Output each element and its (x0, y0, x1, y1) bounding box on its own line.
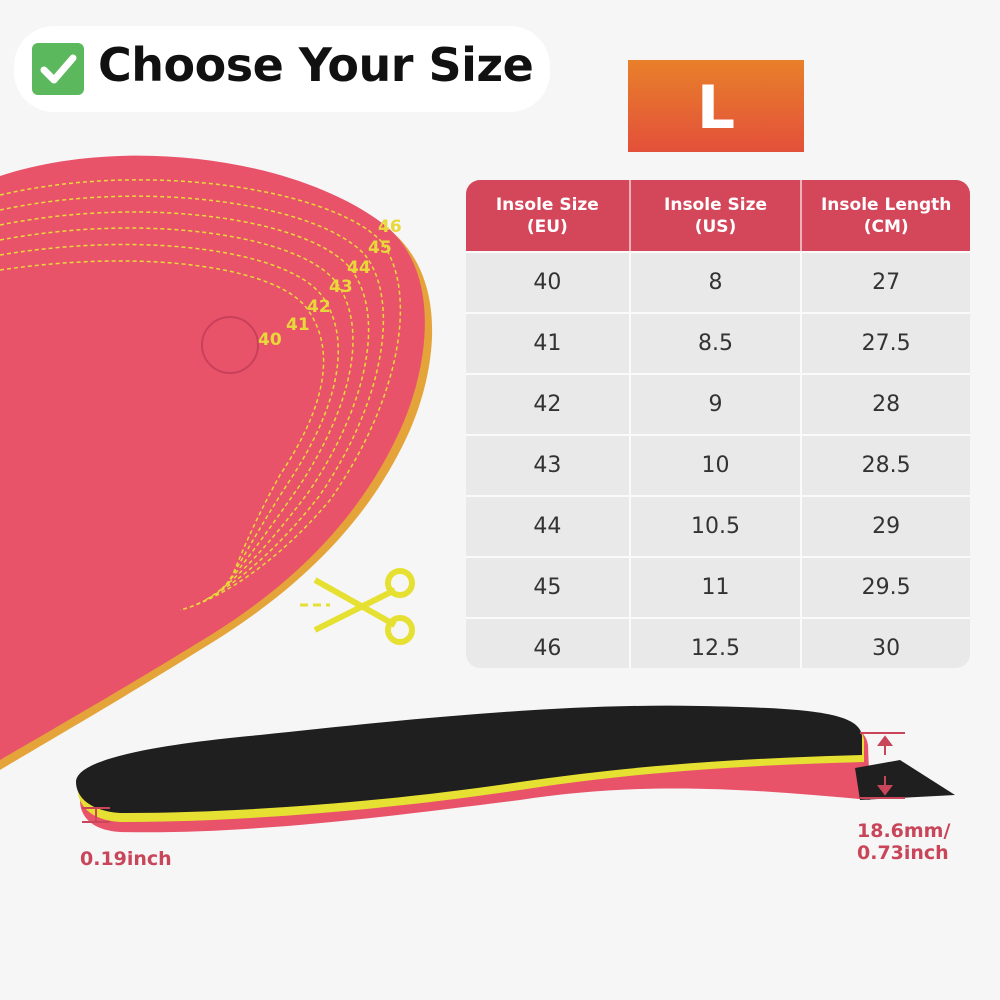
column-header-us: Insole Size (US) (631, 180, 803, 251)
table-row: 43 10 28.5 (466, 434, 970, 495)
table-row: 41 8.5 27.5 (466, 312, 970, 373)
table-cell: 30 (872, 636, 901, 661)
table-cell: 10 (631, 436, 803, 495)
table-row: 44 10.5 29 (466, 495, 970, 556)
size-table: Insole Size (EU) Insole Size (US) Insole… (466, 180, 970, 668)
table-cell: 8 (631, 253, 803, 312)
table-cell: 43 (466, 436, 631, 495)
page-title: Choose Your Size (98, 38, 534, 92)
scissors-icon (300, 568, 415, 645)
table-cell: 28.5 (861, 453, 911, 478)
table-cell: 27.5 (861, 331, 911, 356)
table-row: 40 8 27 (466, 251, 970, 312)
logo-emboss-icon (201, 316, 259, 374)
table-cell: 12.5 (631, 619, 803, 668)
table-cell: 28 (872, 392, 901, 417)
table-header: Insole Size (EU) Insole Size (US) Insole… (466, 180, 970, 251)
table-cell: 46 (466, 619, 631, 668)
table-row: 46 12.5 30 (466, 617, 970, 668)
column-header-length: Insole Length (CM) (820, 194, 952, 237)
table-cell: 10.5 (631, 497, 803, 556)
table-cell: 41 (466, 314, 631, 373)
table-cell: 27 (872, 270, 901, 295)
title-banner (14, 26, 550, 112)
table-cell: 29.5 (861, 575, 911, 600)
check-mark-icon (32, 43, 84, 95)
size-badge: L (628, 60, 804, 152)
table-cell: 45 (466, 558, 631, 617)
svg-text:42: 42 (307, 297, 331, 317)
heel-thickness-label: 18.6mm/ 0.73inch (857, 820, 951, 864)
column-header-eu: Insole Size (EU) (466, 180, 631, 251)
trim-line-labels: 40 41 42 43 44 45 46 (258, 217, 402, 350)
table-cell: 40 (466, 253, 631, 312)
table-row: 42 9 28 (466, 373, 970, 434)
toe-thickness-label: 0.19inch (80, 848, 172, 870)
svg-text:45: 45 (368, 238, 392, 258)
svg-text:40: 40 (258, 330, 282, 350)
thickness-markers (82, 732, 905, 823)
table-cell: 8.5 (631, 314, 803, 373)
insole-side-view (76, 705, 955, 833)
table-cell: 9 (631, 375, 803, 434)
svg-text:43: 43 (329, 277, 353, 297)
table-cell: 11 (631, 558, 803, 617)
svg-text:46: 46 (378, 217, 402, 237)
svg-text:41: 41 (286, 315, 310, 335)
table-cell: 42 (466, 375, 631, 434)
table-row: 45 11 29.5 (466, 556, 970, 617)
table-cell: 29 (872, 514, 901, 539)
table-cell: 44 (466, 497, 631, 556)
svg-text:44: 44 (347, 258, 371, 278)
